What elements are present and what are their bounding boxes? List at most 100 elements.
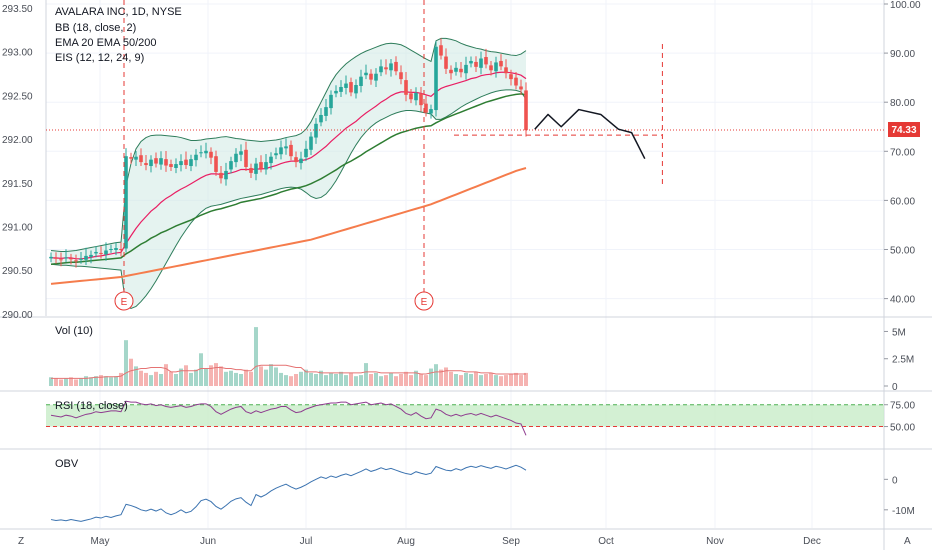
volume-bar[interactable] <box>474 371 478 386</box>
candle-body[interactable] <box>319 114 323 123</box>
volume-bar[interactable] <box>439 369 443 386</box>
candle-body[interactable] <box>419 93 423 106</box>
candle-body[interactable] <box>454 67 458 72</box>
candle-body[interactable] <box>499 60 503 67</box>
volume-bar[interactable] <box>294 374 298 386</box>
candle-body[interactable] <box>314 123 318 138</box>
candle-body[interactable] <box>114 248 118 250</box>
volume-bar[interactable] <box>49 377 53 386</box>
volume-bar[interactable] <box>394 376 398 386</box>
volume-bar[interactable] <box>79 378 83 386</box>
candle-body[interactable] <box>104 250 108 255</box>
eis-indicator-label[interactable]: EIS (12, 12, 24, 9) <box>55 52 144 64</box>
volume-bar[interactable] <box>204 368 208 386</box>
volume-bar[interactable] <box>159 374 163 386</box>
candle-body[interactable] <box>329 94 333 109</box>
volume-bar[interactable] <box>399 374 403 386</box>
candle-body[interactable] <box>64 257 68 259</box>
candle-body[interactable] <box>379 66 383 73</box>
candle-body[interactable] <box>204 150 208 154</box>
candle-body[interactable] <box>304 148 308 158</box>
volume-bar[interactable] <box>379 376 383 386</box>
volume-pane-label[interactable]: Vol (10) <box>55 325 93 337</box>
candle-body[interactable] <box>504 67 508 74</box>
volume-bar[interactable] <box>454 374 458 386</box>
candle-body[interactable] <box>494 62 498 72</box>
volume-bar[interactable] <box>114 376 118 386</box>
bollinger-lower-line[interactable] <box>50 89 527 309</box>
candle-body[interactable] <box>389 63 393 71</box>
volume-bar[interactable] <box>444 367 448 386</box>
volume-bar[interactable] <box>64 378 68 386</box>
volume-bar[interactable] <box>449 371 453 386</box>
candle-body[interactable] <box>394 61 398 72</box>
volume-bar[interactable] <box>154 371 158 386</box>
candle-body[interactable] <box>514 77 518 86</box>
volume-bar[interactable] <box>284 375 288 386</box>
volume-bar[interactable] <box>134 366 138 386</box>
candle-body[interactable] <box>449 69 453 74</box>
volume-bar[interactable] <box>234 372 238 386</box>
timezone-button[interactable]: Z <box>18 536 24 547</box>
candle-body[interactable] <box>459 68 463 73</box>
candle-body[interactable] <box>124 156 128 249</box>
volume-bar[interactable] <box>484 374 488 386</box>
volume-bar[interactable] <box>494 375 498 386</box>
volume-bar[interactable] <box>184 365 188 386</box>
volume-bar[interactable] <box>89 377 93 386</box>
candle-body[interactable] <box>199 152 203 154</box>
candle-body[interactable] <box>479 58 483 68</box>
candle-body[interactable] <box>264 162 268 170</box>
candle-body[interactable] <box>54 257 58 259</box>
volume-bar[interactable] <box>189 372 193 386</box>
candle-body[interactable] <box>484 57 488 65</box>
candle-body[interactable] <box>84 255 88 260</box>
earnings-marker[interactable] <box>414 291 434 311</box>
volume-bar[interactable] <box>384 375 388 386</box>
volume-bar[interactable] <box>169 371 173 386</box>
candle-body[interactable] <box>254 163 258 174</box>
candle-body[interactable] <box>89 254 93 257</box>
candle-body[interactable] <box>374 73 378 81</box>
volume-bar[interactable] <box>504 375 508 386</box>
candle-body[interactable] <box>144 163 148 166</box>
candle-body[interactable] <box>339 86 343 92</box>
volume-bar[interactable] <box>164 364 168 386</box>
volume-bar[interactable] <box>389 372 393 386</box>
candle-body[interactable] <box>249 167 253 173</box>
candle-body[interactable] <box>464 64 468 74</box>
candle-body[interactable] <box>244 149 248 168</box>
volume-bar[interactable] <box>369 374 373 386</box>
earnings-marker[interactable] <box>114 291 134 311</box>
candle-body[interactable] <box>309 136 313 150</box>
ema50-line[interactable] <box>50 93 527 265</box>
volume-bar[interactable] <box>54 378 58 386</box>
volume-bar[interactable] <box>109 377 113 386</box>
volume-bar[interactable] <box>524 372 528 386</box>
candle-body[interactable] <box>404 80 408 95</box>
volume-pane[interactable] <box>49 327 528 386</box>
volume-bar[interactable] <box>214 363 218 386</box>
candle-body[interactable] <box>169 164 173 168</box>
volume-bar[interactable] <box>119 372 123 386</box>
candle-body[interactable] <box>524 90 528 131</box>
volume-bar[interactable] <box>279 372 283 386</box>
volume-bar[interactable] <box>264 369 268 386</box>
candle-body[interactable] <box>109 249 113 251</box>
projection-curve[interactable] <box>534 108 646 160</box>
obv-pane-label[interactable]: OBV <box>55 458 79 470</box>
volume-bar[interactable] <box>479 375 483 386</box>
volume-bar[interactable] <box>259 366 263 386</box>
volume-bar[interactable] <box>314 374 318 386</box>
bb-indicator-label[interactable]: BB (18, close, 2) <box>55 22 136 34</box>
candle-body[interactable] <box>239 151 243 155</box>
volume-bar[interactable] <box>404 371 408 386</box>
volume-bar[interactable] <box>289 376 293 386</box>
candle-body[interactable] <box>99 252 103 254</box>
volume-bar[interactable] <box>349 372 353 386</box>
candle-body[interactable] <box>259 162 263 169</box>
candle-body[interactable] <box>49 256 53 259</box>
candle-body[interactable] <box>429 109 433 114</box>
volume-bar[interactable] <box>174 374 178 386</box>
volume-bar[interactable] <box>309 372 313 386</box>
